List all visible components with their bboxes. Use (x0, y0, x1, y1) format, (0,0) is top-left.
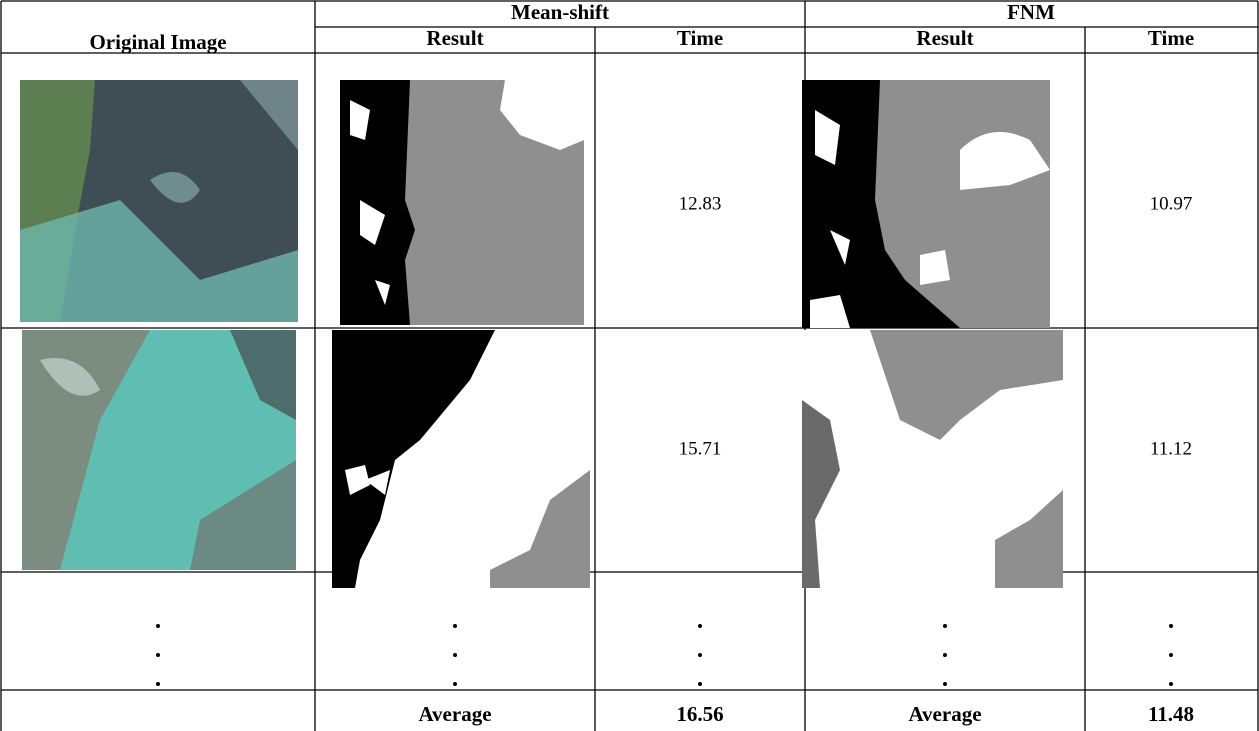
ellipsis (156, 624, 1173, 686)
time: 12.83 (679, 193, 722, 214)
mean-shift-result (332, 330, 590, 588)
header-method: Mean-shift (511, 0, 609, 24)
average-value: 11.48 (1148, 702, 1194, 726)
header-original: Original Image (89, 30, 226, 54)
subheader: Time (677, 26, 723, 50)
subheader: Result (426, 26, 483, 50)
average-label: Average (418, 702, 491, 726)
mean-shift-result (340, 80, 584, 325)
original-image (22, 330, 296, 570)
time: 10.97 (1150, 193, 1193, 214)
subheader: Time (1148, 26, 1194, 50)
page: Original Image Mean-shift FNM Result Tim… (0, 0, 1259, 731)
original-image (20, 80, 298, 322)
header-method: FNM (1007, 0, 1055, 24)
average-label: Average (908, 702, 981, 726)
time: 15.71 (679, 438, 722, 459)
time: 11.12 (1150, 438, 1192, 459)
fnm-result (802, 330, 1063, 588)
subheader: Result (916, 26, 973, 50)
fnm-result (802, 80, 1050, 328)
table: Original Image Mean-shift FNM Result Tim… (0, 0, 1259, 731)
average-value: 16.56 (676, 702, 723, 726)
